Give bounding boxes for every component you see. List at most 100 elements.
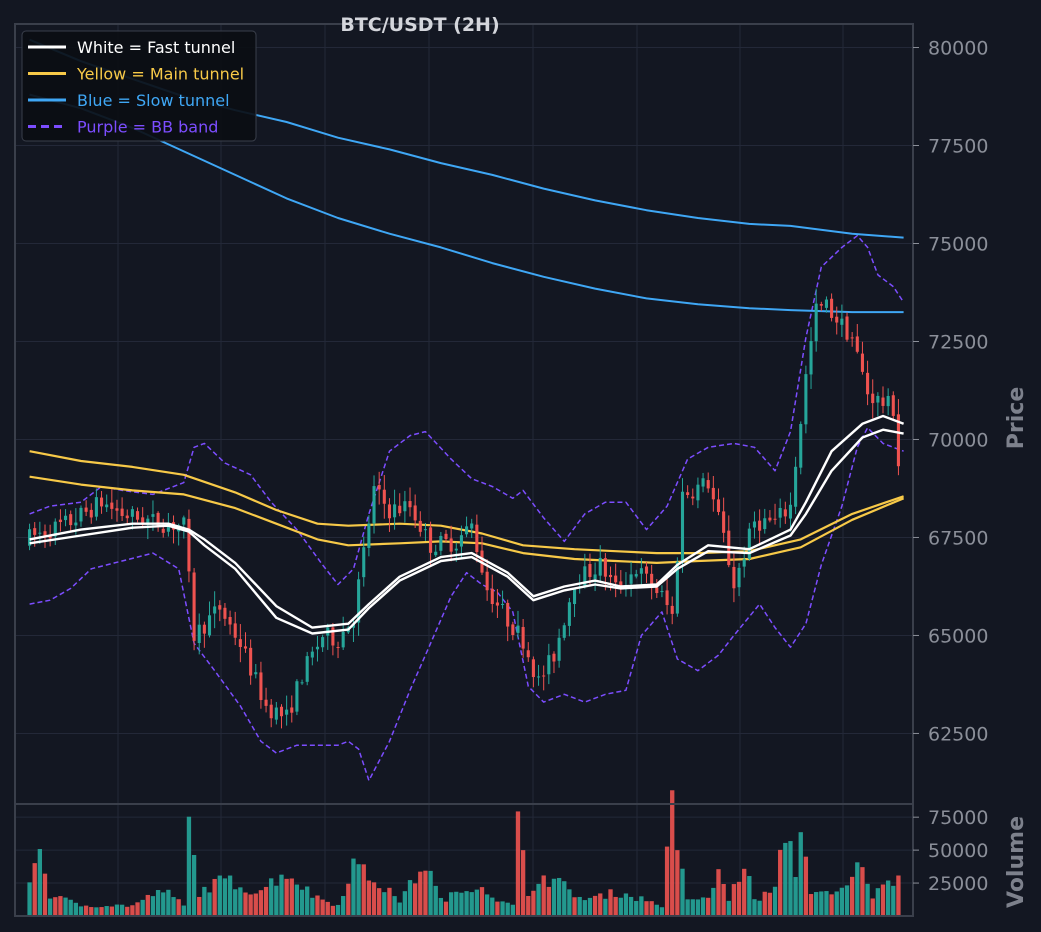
volume-bar-up bbox=[788, 841, 793, 916]
volume-bar-down bbox=[89, 907, 94, 916]
volume-bar-up bbox=[459, 892, 464, 916]
volume-bar-up bbox=[392, 896, 397, 916]
volume-bar-down bbox=[212, 878, 217, 916]
candle-down bbox=[475, 524, 479, 553]
grid-lines bbox=[15, 24, 913, 916]
candle-down bbox=[644, 566, 649, 574]
candle-down bbox=[84, 507, 88, 512]
volume-bar-up bbox=[305, 886, 310, 916]
volume-bar-up bbox=[402, 891, 408, 916]
candle-down bbox=[732, 566, 736, 589]
candle-up bbox=[310, 651, 314, 658]
candle-up bbox=[680, 491, 685, 563]
volume-bar-up bbox=[407, 880, 413, 916]
candle-up bbox=[403, 501, 407, 512]
volume-bar-up bbox=[747, 876, 752, 916]
volume-bar-up bbox=[814, 892, 819, 916]
candle-down bbox=[48, 535, 52, 539]
volume-bar-up bbox=[680, 868, 685, 916]
volume-bar-down bbox=[346, 883, 351, 916]
volume-bar-down bbox=[541, 875, 546, 916]
volume-bar-up bbox=[875, 888, 881, 916]
price-tick-label: 67500 bbox=[928, 527, 988, 549]
volume-bar-up bbox=[63, 897, 68, 916]
chart-legend: White = Fast tunnel Yellow = Main tunnel B… bbox=[21, 30, 257, 142]
volume-bar-up bbox=[104, 906, 109, 916]
candle-down bbox=[115, 508, 119, 511]
candle-down bbox=[290, 707, 294, 713]
volume-bar-up bbox=[834, 891, 839, 916]
volume-bar-up bbox=[217, 875, 222, 916]
volume-bar-down bbox=[330, 905, 336, 916]
volume-bar-down bbox=[176, 899, 181, 916]
volume-bar-up bbox=[695, 899, 701, 916]
volume-bar-down bbox=[125, 906, 130, 916]
volume-bar-down bbox=[829, 894, 834, 916]
candle-down bbox=[711, 487, 715, 500]
volume-bar-down bbox=[361, 864, 366, 916]
volume-bar-down bbox=[83, 905, 89, 916]
volume-bar-up bbox=[582, 900, 587, 916]
candle-down bbox=[495, 602, 499, 606]
volume-bar-up bbox=[448, 892, 454, 916]
candle-up bbox=[315, 646, 320, 650]
candle-down bbox=[58, 519, 62, 523]
candle-up bbox=[207, 615, 212, 636]
candle-down bbox=[33, 528, 37, 535]
candle-up bbox=[794, 466, 798, 507]
candle-down bbox=[655, 587, 659, 594]
candle-up bbox=[675, 561, 679, 614]
volume-bar-up bbox=[382, 892, 387, 916]
price-tick-label: 65000 bbox=[928, 625, 988, 647]
candle-up bbox=[778, 507, 782, 518]
candle-down bbox=[552, 653, 556, 662]
candle-up bbox=[516, 625, 520, 633]
candle-down bbox=[511, 624, 515, 636]
volume-bar-down bbox=[572, 897, 577, 916]
candle-down bbox=[161, 528, 165, 533]
candle-down bbox=[866, 372, 870, 395]
candle-up bbox=[804, 374, 808, 425]
candle-up bbox=[105, 504, 109, 508]
slow-tunnel-lower-line bbox=[29, 93, 904, 314]
volume-bar-up bbox=[536, 883, 541, 916]
volume-bar-up bbox=[181, 905, 186, 916]
candle-up bbox=[341, 631, 345, 648]
volume-bar-up bbox=[824, 891, 829, 916]
volume-bar-up bbox=[891, 885, 896, 916]
candle-down bbox=[691, 496, 695, 499]
volume-bar-down bbox=[99, 907, 104, 916]
volume-bar-up bbox=[464, 891, 469, 916]
volume-bar-up bbox=[94, 907, 99, 916]
candle-down bbox=[259, 672, 263, 701]
volume-bar-up bbox=[556, 877, 562, 916]
volume-bar-down bbox=[315, 895, 320, 916]
volume-bar-down bbox=[289, 878, 294, 916]
candle-up bbox=[372, 486, 376, 524]
volume-bar-up bbox=[191, 854, 197, 916]
volume-bar-up bbox=[844, 885, 850, 916]
volume-bar-up bbox=[27, 882, 32, 916]
candle-up bbox=[562, 625, 566, 638]
volume-bar-up bbox=[274, 885, 279, 916]
volume-bar-up bbox=[757, 900, 762, 916]
volume-bar-up bbox=[171, 897, 176, 916]
volume-bar-up bbox=[202, 886, 207, 916]
candle-down bbox=[43, 531, 47, 537]
volume-bar-up bbox=[510, 904, 516, 916]
volume-bar-up bbox=[690, 899, 695, 916]
volume-bar-down bbox=[495, 901, 500, 916]
candle-up bbox=[763, 518, 767, 530]
candle-up bbox=[742, 559, 746, 567]
volume-bar-up bbox=[603, 898, 608, 916]
candle-down bbox=[120, 508, 124, 516]
candle-up bbox=[295, 681, 299, 712]
candle-up bbox=[213, 606, 217, 614]
candle-down bbox=[722, 511, 726, 533]
candle-up bbox=[53, 521, 57, 537]
volume-bar-up bbox=[752, 899, 757, 916]
candle-up bbox=[660, 590, 664, 593]
volume-bar-down bbox=[644, 901, 649, 916]
volume-bar-up bbox=[819, 891, 824, 916]
